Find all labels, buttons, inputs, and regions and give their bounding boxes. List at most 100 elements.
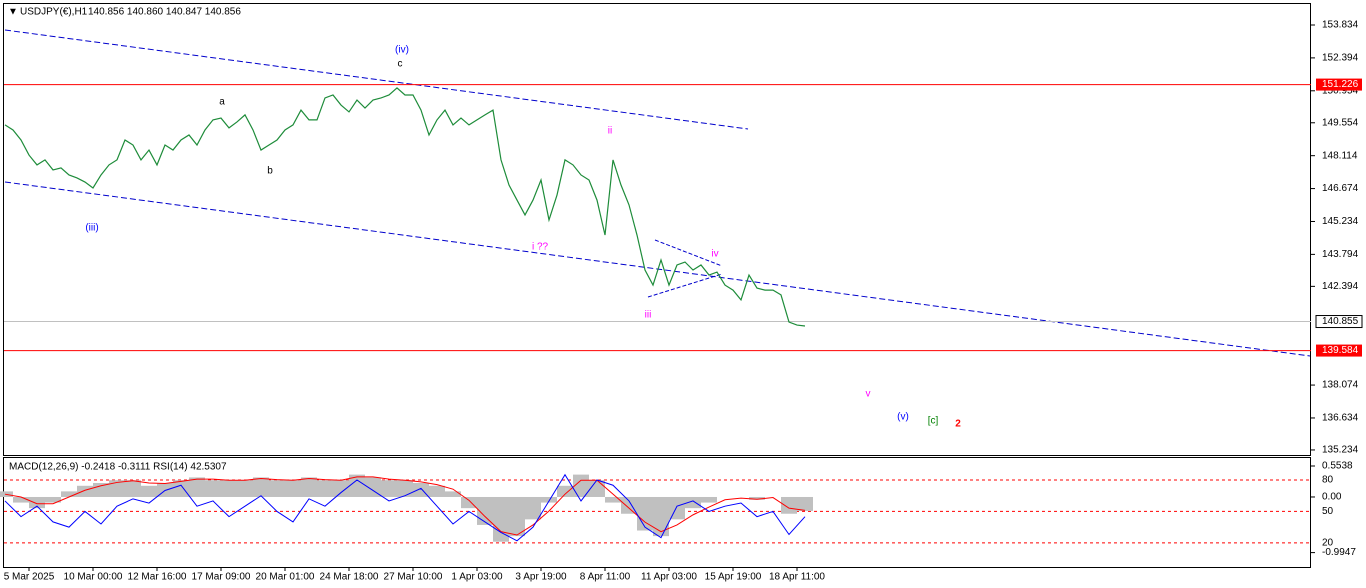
macd-bar (285, 480, 301, 497)
macd-bar (237, 480, 253, 497)
indicator-line (4, 476, 806, 536)
y-tick-label: 149.554 (1322, 117, 1359, 128)
x-tick-label: 15 Apr 19:00 (705, 572, 762, 583)
x-tick-label: 12 Mar 16:00 (128, 572, 187, 583)
macd-bar (189, 477, 205, 497)
wave-label: (iii) (85, 223, 98, 234)
macd-bar (125, 480, 141, 497)
macd-bar (461, 496, 477, 509)
menu-arrow[interactable]: ▼ (8, 7, 18, 18)
quote: 140.856 140.860 140.847 140.856 (88, 7, 241, 18)
macd-bar (525, 496, 541, 520)
macd-bar (637, 496, 653, 531)
price-pane (3, 3, 1311, 456)
macd-bar (365, 477, 381, 497)
macd-bar (269, 480, 285, 497)
y2-tick-label: 20 (1322, 537, 1334, 548)
x-tick-label: 27 Mar 10:00 (384, 572, 443, 583)
y-tick-label: 138.074 (1322, 380, 1359, 391)
macd-bar (173, 480, 189, 497)
level-label: 151.226 (1322, 79, 1359, 90)
level-label: 139.584 (1322, 345, 1359, 356)
x-tick-label: 11 Apr 03:00 (641, 572, 697, 583)
current-price-tag (1315, 315, 1363, 329)
wave-label: iv (711, 249, 718, 260)
macd-bar (29, 496, 45, 509)
indicator-line (4, 473, 806, 542)
macd-bar (541, 496, 557, 503)
macd-bar (509, 496, 525, 537)
macd-bar (685, 496, 701, 509)
y-tick-label: 148.114 (1322, 150, 1358, 161)
y-tick-label: 136.634 (1322, 413, 1359, 424)
y-tick-label: 0.5538 (1322, 461, 1353, 472)
wave-label: (v) (897, 412, 909, 423)
y-tick-label: 146.674 (1322, 183, 1359, 194)
y-tick-label: 143.794 (1322, 249, 1359, 260)
x-tick-label: 3 Apr 19:00 (515, 572, 567, 583)
y-tick-label: 142.394 (1322, 281, 1359, 292)
level-tag (1316, 78, 1362, 91)
x-tick-label: 1 Apr 03:00 (451, 572, 503, 583)
macd-bar (141, 485, 157, 497)
macd-bar (653, 496, 669, 537)
y-tick-label: 150.954 (1322, 85, 1359, 96)
current-price-label: 140.855 (1322, 316, 1359, 327)
macd-bar (13, 496, 29, 503)
macd-bar (605, 496, 621, 503)
macd-bar (109, 480, 125, 497)
x-tick-label: 5 Mar 2025 (4, 572, 55, 583)
macd-bar (701, 496, 717, 503)
level-tag (1316, 344, 1362, 357)
wave-label: iii (645, 310, 652, 321)
macd-bar (445, 491, 461, 497)
wave-label: v (866, 389, 871, 400)
y2-tick-label: 80 (1322, 475, 1334, 486)
triangle-lower (647, 273, 723, 298)
wave-label: ii (608, 126, 612, 137)
macd-bar (397, 480, 413, 497)
macd-bar (429, 485, 445, 497)
macd-bar (749, 496, 765, 500)
macd-bar (205, 480, 221, 497)
y-tick-label: 153.834 (1322, 20, 1359, 31)
macd-bar (621, 496, 637, 514)
x-tick-label: 24 Mar 18:00 (320, 572, 379, 583)
symbol: USDJPY(€),H1 (20, 7, 88, 18)
indicator-title: MACD(12,26,9) -0.2418 -0.3111 RSI(14) 42… (9, 462, 227, 473)
x-tick-label: 17 Mar 09:00 (192, 572, 251, 583)
wave-label: 2 (955, 419, 961, 430)
macd-bar (77, 485, 93, 497)
macd-bar (493, 496, 509, 542)
x-tick-label: 10 Mar 00:00 (64, 572, 123, 583)
x-tick-label: 20 Mar 01:00 (256, 572, 315, 583)
macd-bar (589, 480, 605, 497)
wave-label: a (219, 97, 225, 108)
y-tick-label: 145.234 (1322, 216, 1359, 227)
indicator-pane (3, 457, 1311, 568)
wave-label: b (267, 166, 273, 177)
x-tick-label: 18 Apr 11:00 (769, 572, 825, 583)
macd-bar (221, 480, 237, 497)
y-tick-label: -0.9947 (1322, 547, 1356, 558)
macd-bar (301, 477, 317, 497)
macd-bar (333, 480, 349, 497)
y-tick-label: 0.00 (1322, 492, 1342, 503)
wave-label: c (398, 59, 403, 70)
macd-bar (797, 496, 813, 511)
y-tick-label: 152.394 (1322, 53, 1359, 64)
macd-bar (61, 491, 77, 497)
x-tick-label: 8 Apr 11:00 (580, 572, 631, 583)
wave-label: (iv) (395, 45, 409, 56)
price-line (4, 87, 806, 327)
y-tick-label: 135.234 (1322, 445, 1359, 456)
macd-bar (557, 485, 573, 497)
wave-label: i ?? (532, 242, 549, 253)
macd-bar (317, 480, 333, 497)
wave-label: [c] (928, 416, 939, 427)
macd-bar (349, 474, 365, 497)
y2-tick-label: 50 (1322, 506, 1334, 517)
macd-bar (381, 480, 397, 497)
